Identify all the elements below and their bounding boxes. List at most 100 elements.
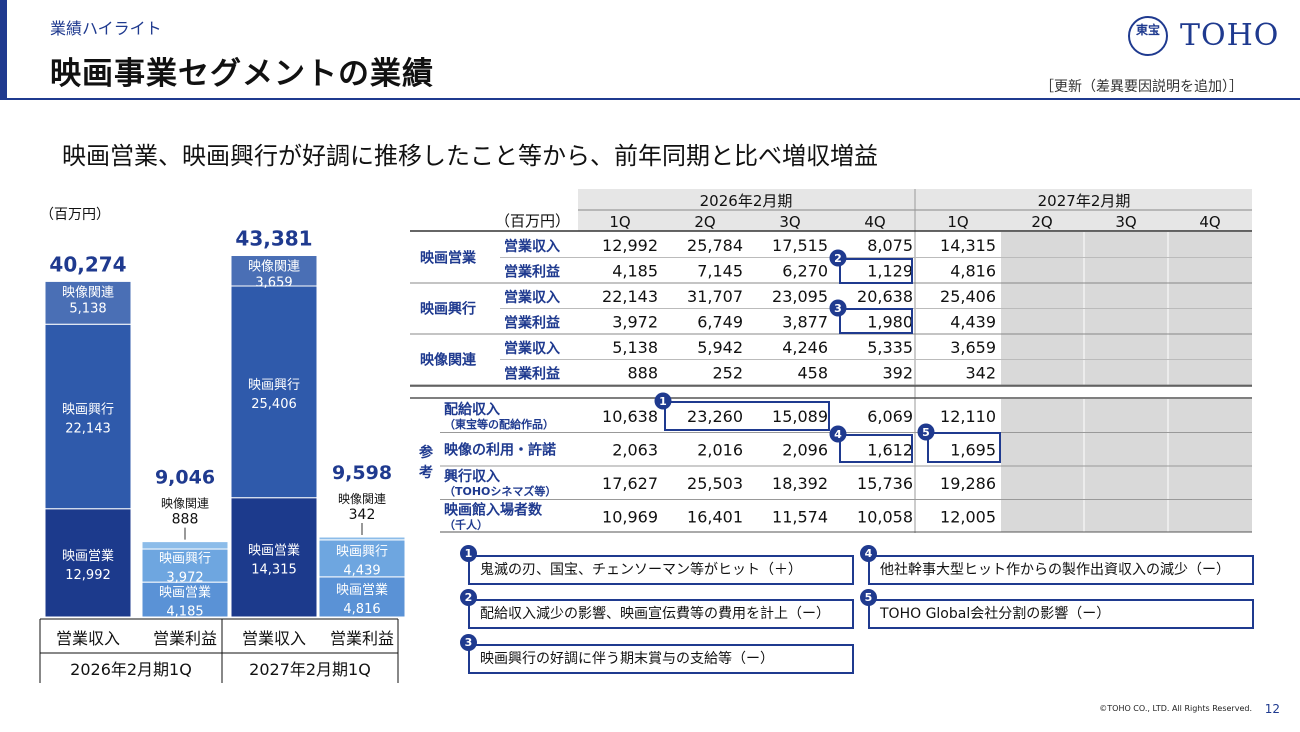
table-unit-label: （百万円） (495, 212, 570, 230)
note-2: 配給収入減少の影響、映画宣伝費等の費用を計上（ー） (468, 599, 854, 629)
category-label: 営業収入 (242, 629, 306, 648)
copyright: ©TOHO CO., LTD. All Rights Reserved. (1099, 704, 1252, 713)
table-cell: 2,096 (782, 441, 828, 460)
segment-value-label: 4,185 (166, 605, 203, 620)
marker-number: 4 (834, 428, 842, 441)
segment-name-label: 映画興行 (248, 378, 300, 393)
table-cell: 17,515 (772, 236, 828, 255)
segment-name-label: 映画営業 (159, 585, 211, 601)
segment-value-label: 12,992 (65, 568, 111, 583)
marker-number: 5 (922, 426, 930, 439)
category-label: 営業利益 (330, 629, 394, 648)
table-cell: 888 (627, 363, 658, 382)
row-label: 営業収入 (504, 238, 560, 255)
header-divider (0, 98, 1300, 100)
bar-total-label: 9,046 (155, 467, 215, 489)
table-cell: 25,406 (940, 287, 996, 306)
segment-value-label: 4,816 (343, 602, 380, 617)
table-cell: 25,784 (687, 236, 743, 255)
toho-seal-icon: 東宝 (1128, 16, 1168, 56)
note-5: TOHO Global会社分割の影響（ー） (868, 599, 1254, 629)
quarter-header: 1Q (947, 213, 968, 231)
table-cell: 2,016 (697, 441, 743, 460)
reference-label: 参 (419, 444, 434, 461)
table-cell: 1,695 (950, 441, 996, 460)
reference-row-label: 興行収入 (444, 468, 500, 485)
segment-name-label: 映像関連 (62, 285, 114, 300)
table-cell: 1,129 (867, 261, 913, 280)
table-cell: 10,638 (602, 407, 658, 426)
table-cell: 6,069 (867, 407, 913, 426)
chart-unit-label: （百万円） (40, 207, 110, 223)
table-cell: 3,877 (782, 312, 828, 331)
segment-value-label: 888 (172, 512, 199, 528)
toho-wordmark: TOHO (1180, 18, 1280, 53)
table-cell: 1,612 (867, 441, 913, 460)
segment-value-label: 5,138 (69, 301, 106, 316)
marker-badge (829, 299, 847, 317)
quarter-header: 2Q (1031, 213, 1052, 231)
table-cell: 5,942 (697, 338, 743, 357)
segment-label: 映画営業 (420, 250, 477, 267)
bar-segment-映画営業 (141, 581, 229, 618)
table-cell: 7,145 (697, 261, 743, 280)
table-cell: 6,270 (782, 261, 828, 280)
row-label: 営業収入 (504, 289, 560, 306)
segment-name-label: 映画興行 (62, 402, 114, 417)
bar-segment-映画興行 (141, 548, 229, 583)
quarterly-data-table: 2026年2月期 2027年2月期 （百万円） 1Q 2Q 3Q 4Q 1Q 2Q 3Q 4Q 営業収… (410, 189, 1252, 533)
table-cell: 11,574 (772, 508, 828, 527)
highlight-box (839, 434, 913, 463)
segment-name-label: 映像関連 (161, 497, 209, 511)
note-number-badge: 4 (860, 545, 877, 562)
table-cell: 23,260 (687, 407, 743, 426)
table-cell: 15,736 (857, 474, 913, 493)
quarter-header: 3Q (779, 213, 800, 231)
row-label: 営業収入 (504, 340, 560, 357)
marker-number: 3 (834, 302, 842, 315)
page-title: 映画事業セグメントの業績 (50, 56, 434, 92)
table-cell: 15,089 (772, 407, 828, 426)
table-cell: 4,439 (950, 312, 996, 331)
quarter-header: 2Q (694, 213, 715, 231)
table-cell: 12,005 (940, 508, 996, 527)
segment-value-label: 4,439 (343, 563, 380, 578)
table-cell: 458 (797, 363, 828, 382)
table-cell: 4,816 (950, 261, 996, 280)
segment-name-label: 映像関連 (338, 492, 386, 506)
marker-badge (829, 249, 847, 267)
table-cell: 12,110 (940, 407, 996, 426)
highlight-box (664, 401, 830, 431)
table-cell: 342 (965, 363, 996, 382)
segment-label: 映画興行 (420, 301, 476, 318)
quarter-header: 3Q (1115, 213, 1136, 231)
table-cell: 6,749 (697, 312, 743, 331)
segment-value-label: 342 (349, 507, 376, 523)
table-cell: 25,503 (687, 474, 743, 493)
table-cell: 2,063 (612, 441, 658, 460)
segment-value-label: 14,315 (251, 562, 297, 577)
segment-bar-chart: （百万円）映画営業12,992映画興行22,143映像関連5,13840,274… (39, 207, 406, 683)
toho-logo: 東宝 TOHO (1128, 14, 1288, 60)
table-cell: 4,246 (782, 338, 828, 357)
bar-total-label: 9,598 (332, 462, 392, 484)
reference-label: 考 (419, 464, 433, 481)
segment-value-label: 22,143 (65, 421, 111, 436)
table-cell: 3,972 (612, 312, 658, 331)
segment-value-label: 25,406 (251, 397, 297, 412)
table-cell: 1,980 (867, 312, 913, 331)
fy-header: 2027年2月期 (1038, 192, 1131, 210)
section-label: 業績ハイライト (50, 19, 162, 38)
quarter-header: 4Q (1199, 213, 1220, 231)
bar-total-label: 43,381 (235, 227, 312, 251)
bar-segment-映像関連 (318, 536, 406, 541)
note-4: 他社幹事大型ヒット作からの製作出資収入の減少（ー） (868, 555, 1254, 585)
table-cell: 4,185 (612, 261, 658, 280)
category-label: 営業収入 (56, 629, 120, 648)
table-cell: 5,335 (867, 338, 913, 357)
highlight-box (927, 432, 1001, 463)
bar-segment-映画興行 (318, 539, 406, 578)
table-cell: 10,058 (857, 508, 913, 527)
table-cell: 20,638 (857, 287, 913, 306)
segment-value-label: 3,972 (166, 571, 203, 586)
